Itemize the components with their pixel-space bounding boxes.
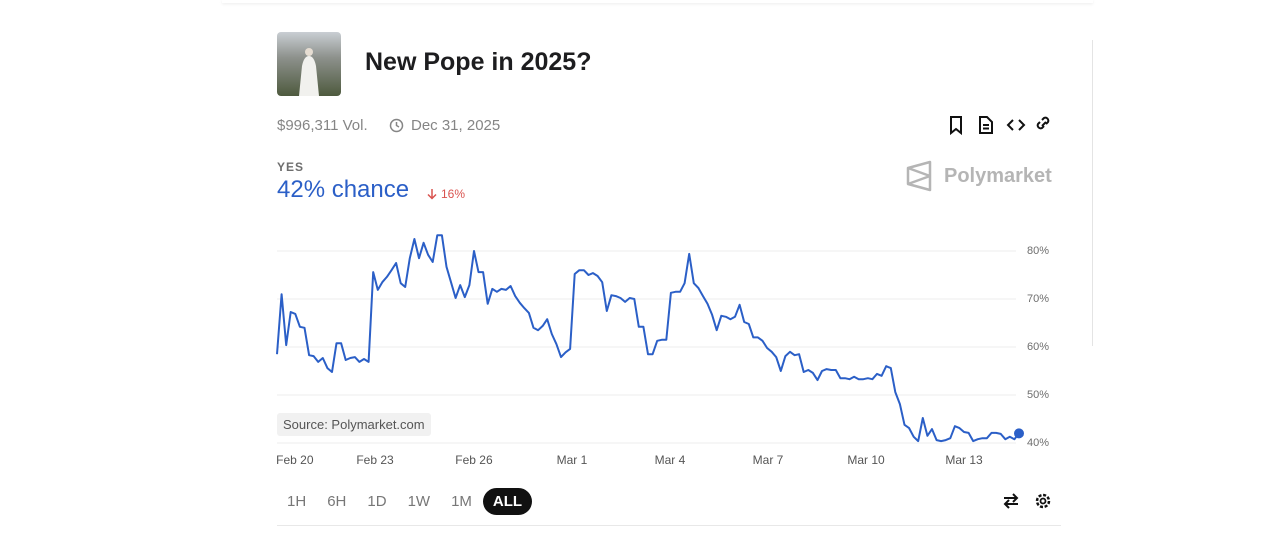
time-range-button[interactable]: ALL (482, 488, 533, 515)
time-range-button[interactable]: 1H (287, 493, 307, 510)
clock-icon (389, 118, 404, 133)
x-tick-label: Feb 23 (356, 453, 394, 467)
x-tick-label: Feb 20 (276, 453, 314, 467)
action-icons (950, 116, 1050, 136)
x-tick-label: Mar 4 (655, 453, 686, 467)
swap-icon[interactable] (1003, 493, 1019, 509)
y-tick-label: 70% (1027, 293, 1049, 305)
bookmark-icon[interactable] (950, 116, 962, 136)
market-title: New Pope in 2025? (365, 48, 592, 76)
link-icon[interactable] (1036, 116, 1050, 130)
market-image (277, 32, 341, 96)
document-icon[interactable] (979, 116, 993, 134)
last-point (1014, 428, 1024, 439)
outcome-label: YES (277, 160, 305, 174)
time-range-button[interactable]: 1M (451, 493, 472, 510)
brand-logo (906, 160, 932, 192)
time-range-button[interactable]: 1W (407, 493, 431, 510)
x-tick-label: Feb 26 (455, 453, 493, 467)
chance: 42% chance (277, 176, 410, 203)
end-date: Dec 31, 2025 (411, 117, 501, 134)
y-tick-label: 50% (1027, 389, 1049, 401)
time-range-button[interactable]: 6H (327, 493, 347, 510)
source-note: Source: Polymarket.com (277, 413, 431, 436)
chart: 40% 50% 60% 70% 80% Feb 20 Feb 23 Feb 26 Mar 1 Ma… (276, 234, 1049, 467)
time-range-button[interactable]: 1D (367, 493, 387, 510)
bottom-divider (277, 525, 1061, 526)
y-tick-label: 60% (1027, 341, 1049, 353)
divider (1092, 40, 1093, 346)
time-range-bar: 1H 6H 1D 1W 1M ALL (277, 488, 533, 515)
brand-name: Polymarket (944, 165, 1052, 187)
embed-icon[interactable] (1006, 119, 1026, 131)
down-arrow (427, 189, 437, 200)
volume: $996,311 Vol. (277, 117, 368, 134)
x-tick-label: Mar 7 (753, 453, 784, 467)
x-tick-label: Mar 1 (557, 453, 588, 467)
chart-controls (1003, 493, 1051, 509)
price-line (276, 234, 1020, 443)
settings-icon[interactable] (1035, 493, 1051, 509)
y-tick-label: 40% (1027, 437, 1049, 449)
x-tick-label: Mar 13 (945, 453, 983, 467)
change: 16% (441, 187, 466, 201)
x-tick-label: Mar 10 (847, 453, 885, 467)
y-tick-label: 80% (1027, 245, 1049, 257)
